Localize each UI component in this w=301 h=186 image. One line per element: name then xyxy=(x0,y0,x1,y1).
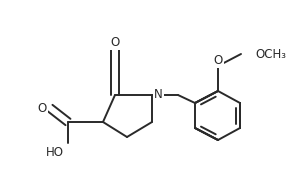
Text: O: O xyxy=(213,54,223,67)
Text: O: O xyxy=(110,36,119,49)
Text: HO: HO xyxy=(46,145,64,158)
Text: OCH₃: OCH₃ xyxy=(255,47,286,60)
Text: N: N xyxy=(154,89,163,102)
Text: O: O xyxy=(37,102,47,115)
